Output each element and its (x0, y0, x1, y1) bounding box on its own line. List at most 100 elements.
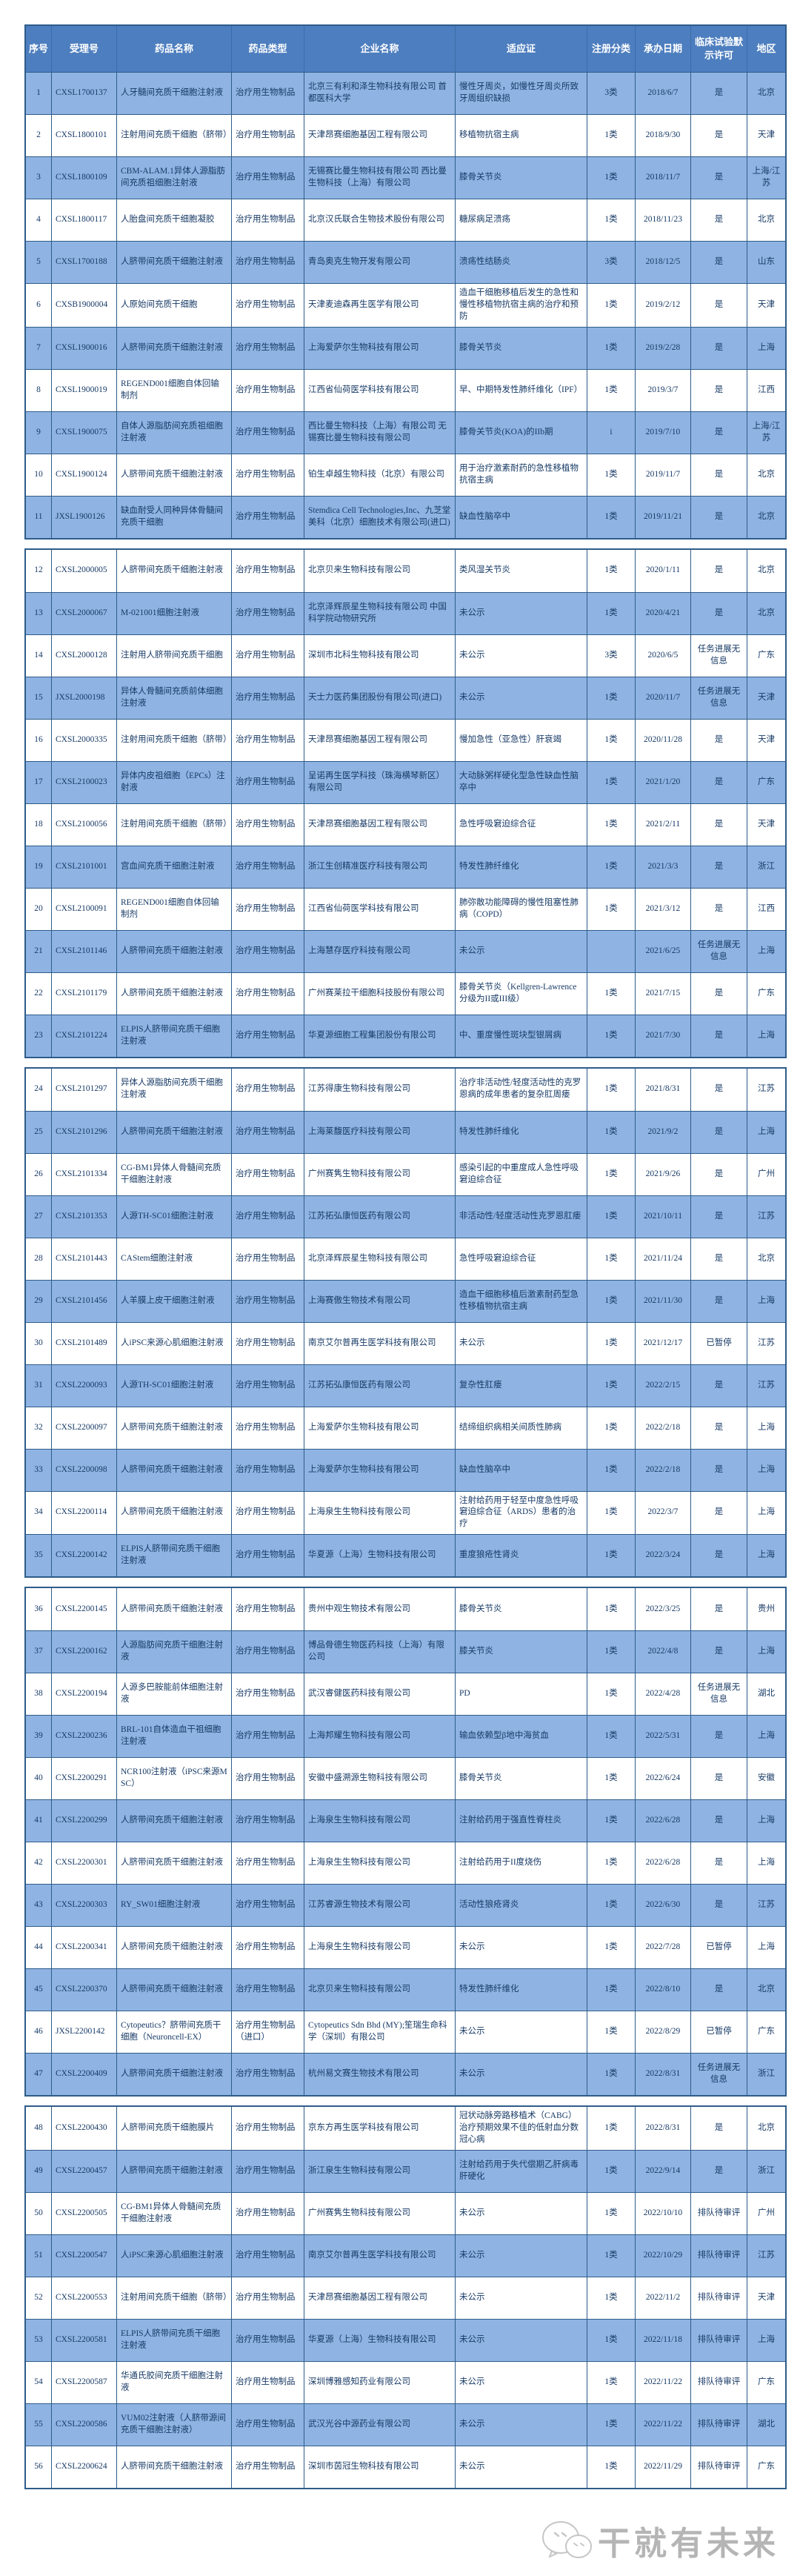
cell-drug-name: RY_SW01细胞注射液 (117, 1884, 232, 1927)
cell-index: 55 (26, 2403, 52, 2446)
cell-reg-class: 1类 (587, 591, 636, 634)
cell-drug-type: 治疗用生物制品 (232, 2445, 304, 2488)
cell-region: 上海 (747, 1490, 785, 1535)
cell-permission: 排队待审评 (691, 2445, 747, 2488)
cell-acceptance-no: CXSL1800117 (52, 199, 117, 241)
cell-acceptance-no: CXSL2101146 (52, 929, 117, 972)
cell-permission: 是 (691, 1448, 747, 1491)
cell-region: 北京 (747, 72, 785, 114)
cell-company: 青岛奥克生物开发有限公司 (304, 241, 456, 283)
cell-reg-class: 1类 (587, 453, 636, 496)
cell-drug-type: 治疗用生物制品 (232, 2276, 304, 2319)
cell-drug-name: 人脐带间充质干细胞注射液 (117, 1842, 232, 1885)
cell-permission: 是 (691, 114, 747, 156)
cell-reg-class: 1类 (587, 283, 636, 327)
cell-drug-type: 治疗用生物制品 (232, 2191, 304, 2234)
cell-index: 38 (26, 1673, 52, 1716)
cell-date: 2022/2/18 (636, 1448, 691, 1491)
cell-index: 32 (26, 1406, 52, 1449)
cell-drug-name: 人脐带间充质干细胞注射液 (117, 1968, 232, 2011)
cell-indication: 急性呼吸窘迫综合征 (456, 803, 587, 846)
cell-indication: 未公示 (456, 2445, 587, 2488)
cell-drug-name: 人脐带间充质干细胞注射液 (117, 453, 232, 496)
cell-date: 2019/7/10 (636, 411, 691, 454)
cell-reg-class: 3类 (587, 241, 636, 283)
cell-acceptance-no: CXSL2200098 (52, 1448, 117, 1491)
cell-acceptance-no: CXSL2101456 (52, 1279, 117, 1322)
cell-acceptance-no: CXSL2101179 (52, 972, 117, 1015)
cell-permission: 是 (691, 1799, 747, 1842)
cell-drug-name: REGEND001细胞自体回输制剂 (117, 887, 232, 930)
cell-date: 2022/6/30 (636, 1884, 691, 1927)
cell-index: 11 (26, 495, 52, 538)
cell-permission: 排队待审评 (691, 2403, 747, 2446)
cell-company: 深圳市北科生物科技有限公司 (304, 634, 456, 677)
cell-indication: 膝关节炎 (456, 1630, 587, 1673)
cell-index: 1 (26, 72, 52, 114)
cell-region: 上海 (747, 1926, 785, 1969)
table-row: 28 CXSL2101443 CAStem细胞注射液 治疗用生物制品 北京泽辉辰星生物科… (26, 1237, 785, 1280)
cell-drug-type: 治疗用生物制品 (232, 1406, 304, 1449)
cell-drug-type: 治疗用生物制品 (232, 1364, 304, 1407)
cell-drug-name: 人脐带间充质干细胞膜片 (117, 2107, 232, 2150)
cell-drug-name: 人源多巴胺能前体细胞注射液 (117, 1673, 232, 1716)
cell-reg-class: 1类 (587, 1110, 636, 1153)
cell-permission: 是 (691, 1406, 747, 1449)
cell-drug-type: 治疗用生物制品 (232, 1926, 304, 1969)
cell-company: 华夏源细胞工程集团股份有限公司 (304, 1014, 456, 1057)
table-row: 8 CXSL1900019 REGEND001细胞自体回输制剂 治疗用生物制品 江西省仙… (26, 368, 785, 411)
cell-region: 上海 (747, 1014, 785, 1057)
cell-acceptance-no: JXSL2000198 (52, 676, 117, 719)
cell-index: 30 (26, 1321, 52, 1364)
cell-index: 35 (26, 1534, 52, 1577)
cell-index: 31 (26, 1364, 52, 1407)
cell-reg-class (587, 929, 636, 972)
cell-drug-type: 治疗用生物制品 (232, 803, 304, 846)
cell-indication: 活动性狼疮肾炎 (456, 1884, 587, 1927)
cell-date: 2021/1/20 (636, 760, 691, 803)
cell-acceptance-no: CXSL2200236 (52, 1715, 117, 1758)
cell-permission: 是 (691, 1195, 747, 1238)
cell-permission: 是 (691, 2149, 747, 2192)
cell-date: 2022/3/25 (636, 1588, 691, 1631)
cell-indication: 大动脉粥样硬化型急性缺血性脑卒中 (456, 760, 587, 803)
cell-indication: 慢性牙周炎，如慢性牙周炎所致牙周组织缺损 (456, 72, 587, 114)
cell-drug-type: 治疗用生物制品 (232, 1110, 304, 1153)
cell-region: 浙江 (747, 2149, 785, 2192)
cell-company: 天津昂赛细胞基因工程有限公司 (304, 803, 456, 846)
cell-company: 江苏得康生物科技有限公司 (304, 1068, 456, 1111)
column-header: 受理号 (52, 26, 117, 72)
cell-indication: 未公示 (456, 2191, 587, 2234)
cell-date: 2019/2/28 (636, 326, 691, 369)
cell-region: 上海 (747, 1842, 785, 1885)
cell-drug-type: 治疗用生物制品 (232, 2403, 304, 2446)
cell-reg-class: 1类 (587, 549, 636, 592)
cell-date: 2020/11/28 (636, 718, 691, 761)
table-row: 32 CXSL2200097 人脐带间充质干细胞注射液 治疗用生物制品 上海爱萨尔生物科… (26, 1406, 785, 1449)
cell-acceptance-no: CXSL2200194 (52, 1673, 117, 1716)
cell-company: 博品骨德生物医药科技（上海）有限公司 (304, 1630, 456, 1673)
cell-indication: 类风湿关节炎 (456, 549, 587, 592)
table-row: 36 CXSL2200145 人脐带间充质干细胞注射液 治疗用生物制品 贵州中观生物技术… (26, 1588, 785, 1631)
cell-region: 北京 (747, 453, 785, 496)
cell-reg-class: 1类 (587, 1195, 636, 1238)
cell-drug-name: VUM02注射液（人脐带源间充质干细胞注射液） (117, 2403, 232, 2446)
cell-company: 广州赛隽生物科技有限公司 (304, 2191, 456, 2234)
cell-permission: 是 (691, 887, 747, 930)
cell-indication: 非活动性/轻度活动性克罗恩肛瘘 (456, 1195, 587, 1238)
cell-drug-type: 治疗用生物制品 (232, 2107, 304, 2150)
cell-index: 15 (26, 676, 52, 719)
cell-region: 江苏 (747, 2234, 785, 2277)
table-row: 48 CXSL2200430 人脐带间充质干细胞膜片 治疗用生物制品 京东方再生医学科技… (26, 2107, 785, 2150)
cell-permission: 是 (691, 1237, 747, 1280)
cell-acceptance-no: CXSL2200162 (52, 1630, 117, 1673)
cell-index: 27 (26, 1195, 52, 1238)
table-row: 1 CXSL1700137 人牙髓间充质干细胞注射液 治疗用生物制品 北京三有利和泽生物… (26, 72, 785, 114)
cell-permission: 是 (691, 1884, 747, 1927)
table-row: 15 JXSL2000198 异体人骨髓间充质前体细胞注射液 治疗用生物制品 天士力医药… (26, 676, 785, 719)
cell-acceptance-no: JXSL1900126 (52, 495, 117, 538)
cell-date: 2021/10/11 (636, 1195, 691, 1238)
cell-indication: 造血干细胞移植后发生的急性和慢性移植物抗宿主病的治疗和预防 (456, 283, 587, 327)
cell-reg-class: 1类 (587, 1068, 636, 1111)
cell-drug-type: 治疗用生物制品 (232, 241, 304, 283)
